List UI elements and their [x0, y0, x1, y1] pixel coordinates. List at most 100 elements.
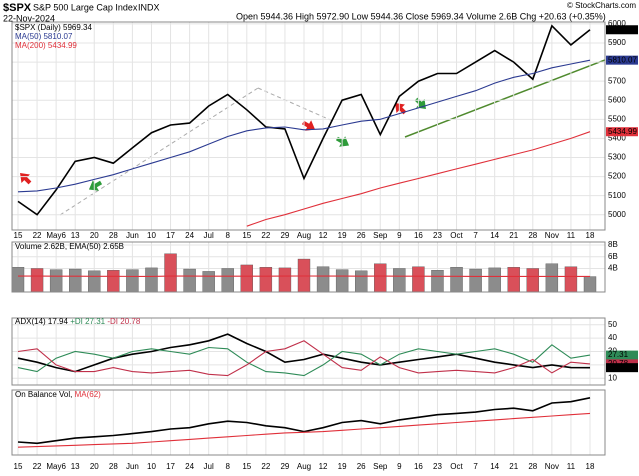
volume-bar [469, 268, 482, 292]
value-box [606, 25, 638, 35]
volume-bar [583, 276, 597, 292]
volume-bar [412, 266, 425, 292]
x-tick-label: 21 [509, 462, 518, 471]
panel [12, 318, 605, 385]
x-tick-label: 7 [473, 231, 478, 240]
panel [17, 390, 591, 455]
y-tick-label: 40 [608, 333, 617, 342]
green-arrow [88, 180, 103, 191]
y-tick-label: 5500 [608, 114, 626, 123]
x-tick-label: 7 [473, 462, 478, 471]
y-tick-label: 5300 [608, 153, 626, 162]
series-line [17, 59, 591, 193]
annotations [20, 59, 605, 216]
x-tick-label: 15 [242, 231, 251, 240]
trend-line [59, 87, 259, 216]
volume-bar [164, 253, 177, 292]
y-tick-label: 6B [608, 252, 618, 261]
panel-frame [11, 317, 606, 386]
x-tick-label: 28 [109, 231, 118, 240]
x-tick-label: 20 [90, 462, 99, 471]
x-tick-label: 26 [357, 462, 366, 471]
volume-bar [374, 263, 387, 292]
series-line [17, 340, 591, 377]
value-box [606, 363, 638, 373]
y-tick-label: 6000 [608, 19, 626, 28]
volume-bar [240, 264, 254, 292]
y-tick-label: 5700 [608, 76, 626, 85]
legend-part: 20.78 [120, 317, 141, 326]
x-tick-label: 19 [338, 231, 347, 240]
value-box-label: 5434.99 [608, 127, 637, 136]
x-tick-label: Oct [450, 231, 463, 240]
volume-bar [431, 270, 444, 292]
green-arrow [414, 97, 426, 109]
volume-bar [107, 270, 120, 292]
legend-part: 5810.07 [43, 32, 72, 41]
x-tick-label: 15 [242, 462, 251, 471]
x-tick-label: 20 [90, 231, 99, 240]
x-tick-label: 11 [567, 231, 576, 240]
x-tick-label: 14 [490, 231, 499, 240]
x-tick-label: 11 [567, 462, 576, 471]
x-tick-label: Sep [373, 462, 388, 471]
y-tick-label: 5100 [608, 191, 626, 200]
legend-part: -DI [107, 317, 118, 326]
volume-bar [202, 271, 215, 292]
x-tick-label: Jul [204, 231, 214, 240]
value-box [606, 55, 638, 65]
legend-part: MA(62) [75, 390, 102, 399]
x-tick-label: Jun [126, 462, 139, 471]
legend: On Balance Vol, MA(62) [15, 390, 101, 399]
credit: © StockCharts.com [567, 1, 636, 10]
y-tick-label: 5900 [608, 38, 626, 47]
volume-bar [507, 267, 520, 292]
volume-bar [49, 269, 63, 292]
volume-bar [221, 268, 234, 292]
volume-bar [68, 268, 82, 292]
legend: Volume 2.62B, EMA(50) 2.65B [15, 242, 124, 251]
volume-bar [526, 268, 539, 292]
legend: $SPX (Daily) 5969.34 [15, 23, 93, 32]
legend-part: ADX(14) [15, 317, 46, 326]
x-tick-label: 10 [147, 231, 156, 240]
legend-part: $SPX (Daily) [15, 23, 61, 32]
y-tick-label: 50 [608, 320, 617, 329]
x-tick-label: 24 [185, 231, 194, 240]
legend-part: 5434.99 [48, 41, 77, 50]
volume-bar [355, 270, 368, 292]
x-tick-label: 12 [319, 231, 328, 240]
x-tick-label: 18 [586, 231, 595, 240]
x-tick-label: Nov [545, 231, 559, 240]
y-tick-label: 5000 [608, 210, 626, 219]
series-line [17, 344, 591, 377]
legend-part: MA(200) [15, 41, 46, 50]
panel-frame [11, 21, 606, 231]
x-tick-label: Oct [450, 462, 463, 471]
x-tick-label: 29 [280, 462, 289, 471]
volume-bar [259, 267, 273, 292]
x-tick-label: May6 [46, 462, 66, 471]
volume-bar [488, 267, 501, 292]
x-tick-label: 24 [185, 462, 194, 471]
volume-bar [450, 267, 463, 292]
panel [12, 22, 605, 230]
panel-frame [11, 241, 606, 293]
x-tick-label: 23 [433, 462, 442, 471]
date: 22-Nov-2024 [3, 13, 55, 23]
x-tick-label: 21 [509, 231, 518, 240]
x-tick-label: 28 [528, 231, 537, 240]
x-tick-label: Jul [204, 462, 214, 471]
x-tick-label: Aug [297, 231, 311, 240]
trend-line [257, 87, 336, 123]
x-tick-label: 8 [226, 231, 231, 240]
x-tick-label: 18 [586, 462, 595, 471]
value-box-label: 5969.34 [608, 25, 637, 34]
x-tick-label: 16 [414, 231, 423, 240]
quote: Open 5944.36 High 5972.90 Low 5944.36 Cl… [236, 11, 606, 21]
legend-part: 17.94 [48, 317, 69, 326]
x-tick-label: 23 [433, 231, 442, 240]
x-tick-label: 13 [71, 462, 80, 471]
x-tick-label: 17 [166, 462, 175, 471]
